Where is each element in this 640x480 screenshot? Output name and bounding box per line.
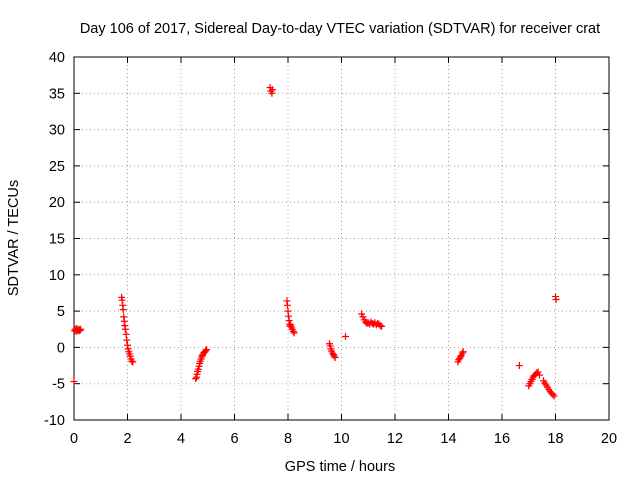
y-tick-label: -10: [44, 413, 65, 429]
x-tick-label: 8: [284, 431, 292, 447]
data-point: [128, 357, 136, 365]
data-point: [203, 346, 211, 354]
y-tick-label: 35: [49, 86, 65, 102]
y-tick-label: 20: [49, 195, 65, 211]
x-tick-label: 20: [601, 431, 617, 447]
y-tick-label: -5: [52, 377, 65, 393]
data-point: [552, 295, 560, 303]
data-point: [289, 327, 297, 335]
x-tick-label: 2: [123, 431, 131, 447]
data-point: [268, 86, 276, 94]
x-tick-label: 16: [494, 431, 510, 447]
data-point: [290, 329, 298, 337]
data-point: [550, 392, 558, 400]
data-point: [202, 346, 210, 354]
data-point: [70, 378, 78, 386]
data-point: [549, 391, 557, 399]
y-tick-label: 30: [49, 123, 65, 139]
data-point: [459, 348, 467, 356]
data-points: [70, 83, 560, 400]
x-tick-label: 12: [387, 431, 403, 447]
data-point: [123, 336, 131, 344]
y-tick-label: 25: [49, 159, 65, 175]
data-point: [119, 306, 127, 314]
data-point: [121, 325, 129, 333]
y-tick-label: 15: [49, 232, 65, 248]
data-point: [342, 333, 350, 341]
x-tick-label: 10: [333, 431, 349, 447]
data-point: [192, 375, 200, 383]
data-point: [330, 352, 338, 360]
y-tick-label: 0: [57, 340, 65, 356]
data-point: [331, 354, 339, 362]
data-point: [76, 327, 84, 335]
data-point: [535, 371, 543, 379]
grid-lines: [74, 57, 609, 420]
data-point: [77, 325, 85, 333]
data-point: [376, 322, 384, 330]
chart-title: Day 106 of 2017, Sidereal Day-to-day VTE…: [80, 21, 600, 37]
y-axis-label: SDTVAR / TECUs: [6, 180, 22, 296]
data-point: [378, 322, 386, 330]
y-tick-label: 5: [57, 304, 65, 320]
data-point: [515, 362, 523, 370]
x-tick-label: 14: [440, 431, 456, 447]
x-tick-label: 0: [70, 431, 78, 447]
data-point: [457, 353, 465, 361]
x-tick-label: 4: [177, 431, 185, 447]
y-tick-label: 10: [49, 268, 65, 284]
data-point: [129, 358, 137, 366]
x-tick-label: 18: [547, 431, 563, 447]
x-axis-label: GPS time / hours: [285, 459, 395, 475]
axis-ticks: [73, 56, 610, 421]
data-point: [458, 349, 466, 357]
y-tick-label: 40: [49, 50, 65, 66]
x-tick-label: 6: [230, 431, 238, 447]
tick-labels: 0 2 4 6 8 10 12 14 16 18 20 -10 -5 0 5 10 15 20 25 30 35 40: [44, 50, 617, 447]
